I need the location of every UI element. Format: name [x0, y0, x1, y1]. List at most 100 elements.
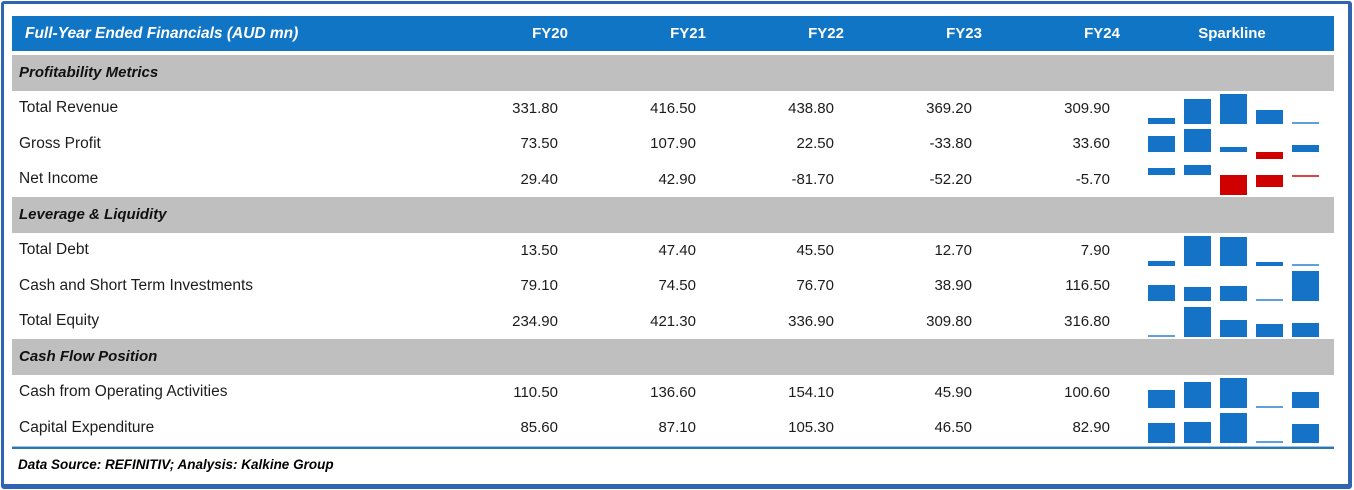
value-cell: -5.70	[1075, 170, 1110, 188]
sparkline-bar	[1256, 299, 1283, 301]
sparkline-bar	[1184, 287, 1211, 301]
value-cell: 416.50	[650, 99, 696, 117]
section-label: Profitability Metrics	[19, 64, 159, 82]
table-row: Gross Profit 73.50 107.90 22.50 -33.80 33.60	[12, 126, 1334, 162]
value-cell: 79.10	[520, 277, 558, 295]
table-row: Cash from Operating Activities 110.50 136.…	[12, 375, 1334, 411]
sparkline-bar	[1148, 118, 1175, 124]
sparkline-bar	[1184, 306, 1211, 337]
sparkline-bar	[1184, 98, 1211, 124]
sparkline-bar	[1220, 93, 1247, 124]
value-cell: 46.50	[934, 419, 972, 437]
value-cell: 85.60	[520, 419, 558, 437]
sparkline-bar	[1184, 382, 1211, 408]
sparkline-bar	[1256, 109, 1283, 124]
sparkline-bar	[1184, 129, 1211, 152]
sparkline-bar	[1292, 263, 1319, 266]
value-cell: 13.50	[520, 241, 558, 259]
sparkline-bar	[1256, 324, 1283, 337]
sparkline-cell	[1130, 91, 1334, 127]
value-cell: 105.30	[788, 419, 834, 437]
value-cell: 42.90	[658, 170, 696, 188]
value-cell: -33.80	[929, 135, 972, 153]
column-header-fy24: FY24	[1084, 25, 1120, 42]
row-label: Gross Profit	[19, 134, 101, 152]
value-cell: 331.80	[512, 99, 558, 117]
sparkline-bar	[1292, 392, 1319, 408]
sparkline-bar	[1292, 323, 1319, 337]
sparkline-bar	[1220, 413, 1247, 443]
value-cell: 82.90	[1072, 419, 1110, 437]
value-cell: 76.70	[796, 277, 834, 295]
value-cell: 309.80	[926, 312, 972, 330]
sparkline-bar	[1148, 334, 1175, 337]
value-cell: 316.80	[1064, 312, 1110, 330]
table-row: Cash and Short Term Investments 79.10 74.5…	[12, 268, 1334, 304]
table-header-row: Full-Year Ended Financials (AUD mn) FY20…	[12, 16, 1334, 51]
value-cell: 309.90	[1064, 99, 1110, 117]
sparkline-bar	[1292, 121, 1319, 124]
value-cell: 369.20	[926, 99, 972, 117]
value-cell: 38.90	[934, 277, 972, 295]
section-header-row: Profitability Metrics	[12, 55, 1334, 91]
sparkline-cell	[1130, 233, 1334, 269]
table-body: Profitability Metrics Total Revenue 331.80…	[12, 55, 1335, 446]
sparkline-bar	[1292, 144, 1319, 152]
sparkline-bar	[1256, 405, 1283, 408]
sparkline-bar	[1220, 147, 1247, 152]
sparkline-cell	[1130, 375, 1334, 411]
value-cell: 74.50	[658, 277, 696, 295]
sparkline-bar	[1256, 174, 1283, 188]
value-cell: 45.90	[934, 383, 972, 401]
sparkline-bar	[1292, 424, 1319, 443]
value-cell: 234.90	[512, 312, 558, 330]
sparkline-cell	[1130, 268, 1334, 304]
section-header-row: Cash Flow Position	[12, 339, 1334, 375]
sparkline-bar	[1220, 236, 1247, 266]
sparkline-bar	[1148, 389, 1175, 408]
section-header-row: Leverage & Liquidity	[12, 197, 1334, 233]
row-label: Cash and Short Term Investments	[19, 276, 254, 294]
sparkline-bar	[1220, 174, 1247, 195]
value-cell: 87.10	[658, 419, 696, 437]
value-cell: 33.60	[1072, 135, 1110, 153]
row-label: Net Income	[19, 170, 99, 188]
sparkline-bar	[1220, 320, 1247, 337]
value-cell: 45.50	[796, 241, 834, 259]
sparkline-bar	[1292, 271, 1319, 301]
row-label: Total Revenue	[19, 99, 119, 117]
column-header-fy23: FY23	[946, 25, 982, 42]
value-cell: 100.60	[1064, 383, 1110, 401]
section-label: Cash Flow Position	[19, 348, 158, 366]
sparkline-cell	[1130, 126, 1334, 162]
table-bottom-rule	[12, 445, 1334, 449]
column-header-fy20: FY20	[532, 25, 568, 42]
sparkline-bar	[1256, 261, 1283, 266]
sparkline-bar	[1184, 164, 1211, 175]
sparkline-bar	[1256, 441, 1283, 443]
sparkline-bar	[1220, 377, 1247, 408]
row-label: Total Debt	[19, 241, 89, 259]
sparkline-bar	[1148, 261, 1175, 266]
row-label: Cash from Operating Activities	[19, 383, 228, 401]
table-row: Capital Expenditure 85.60 87.10 105.30 46.50…	[12, 410, 1334, 446]
value-cell: 154.10	[788, 383, 834, 401]
sparkline-column-header: Sparkline	[1198, 25, 1266, 42]
column-header-fy21: FY21	[670, 25, 706, 42]
value-cell: 47.40	[658, 241, 696, 259]
sparkline-cell	[1130, 162, 1334, 198]
sparkline-bar	[1148, 167, 1175, 175]
sparkline-bar	[1184, 422, 1211, 443]
sparkline-bar	[1148, 285, 1175, 301]
sparkline-bar	[1184, 235, 1211, 266]
sparkline-bar	[1148, 136, 1175, 152]
sparkline-bar	[1292, 174, 1319, 177]
row-label: Capital Expenditure	[19, 418, 155, 436]
value-cell: 438.80	[788, 99, 834, 117]
value-cell: 22.50	[796, 135, 834, 153]
sparkline-bar	[1256, 151, 1283, 159]
value-cell: 136.60	[650, 383, 696, 401]
row-label: Total Equity	[19, 312, 100, 330]
value-cell: 29.40	[520, 170, 558, 188]
